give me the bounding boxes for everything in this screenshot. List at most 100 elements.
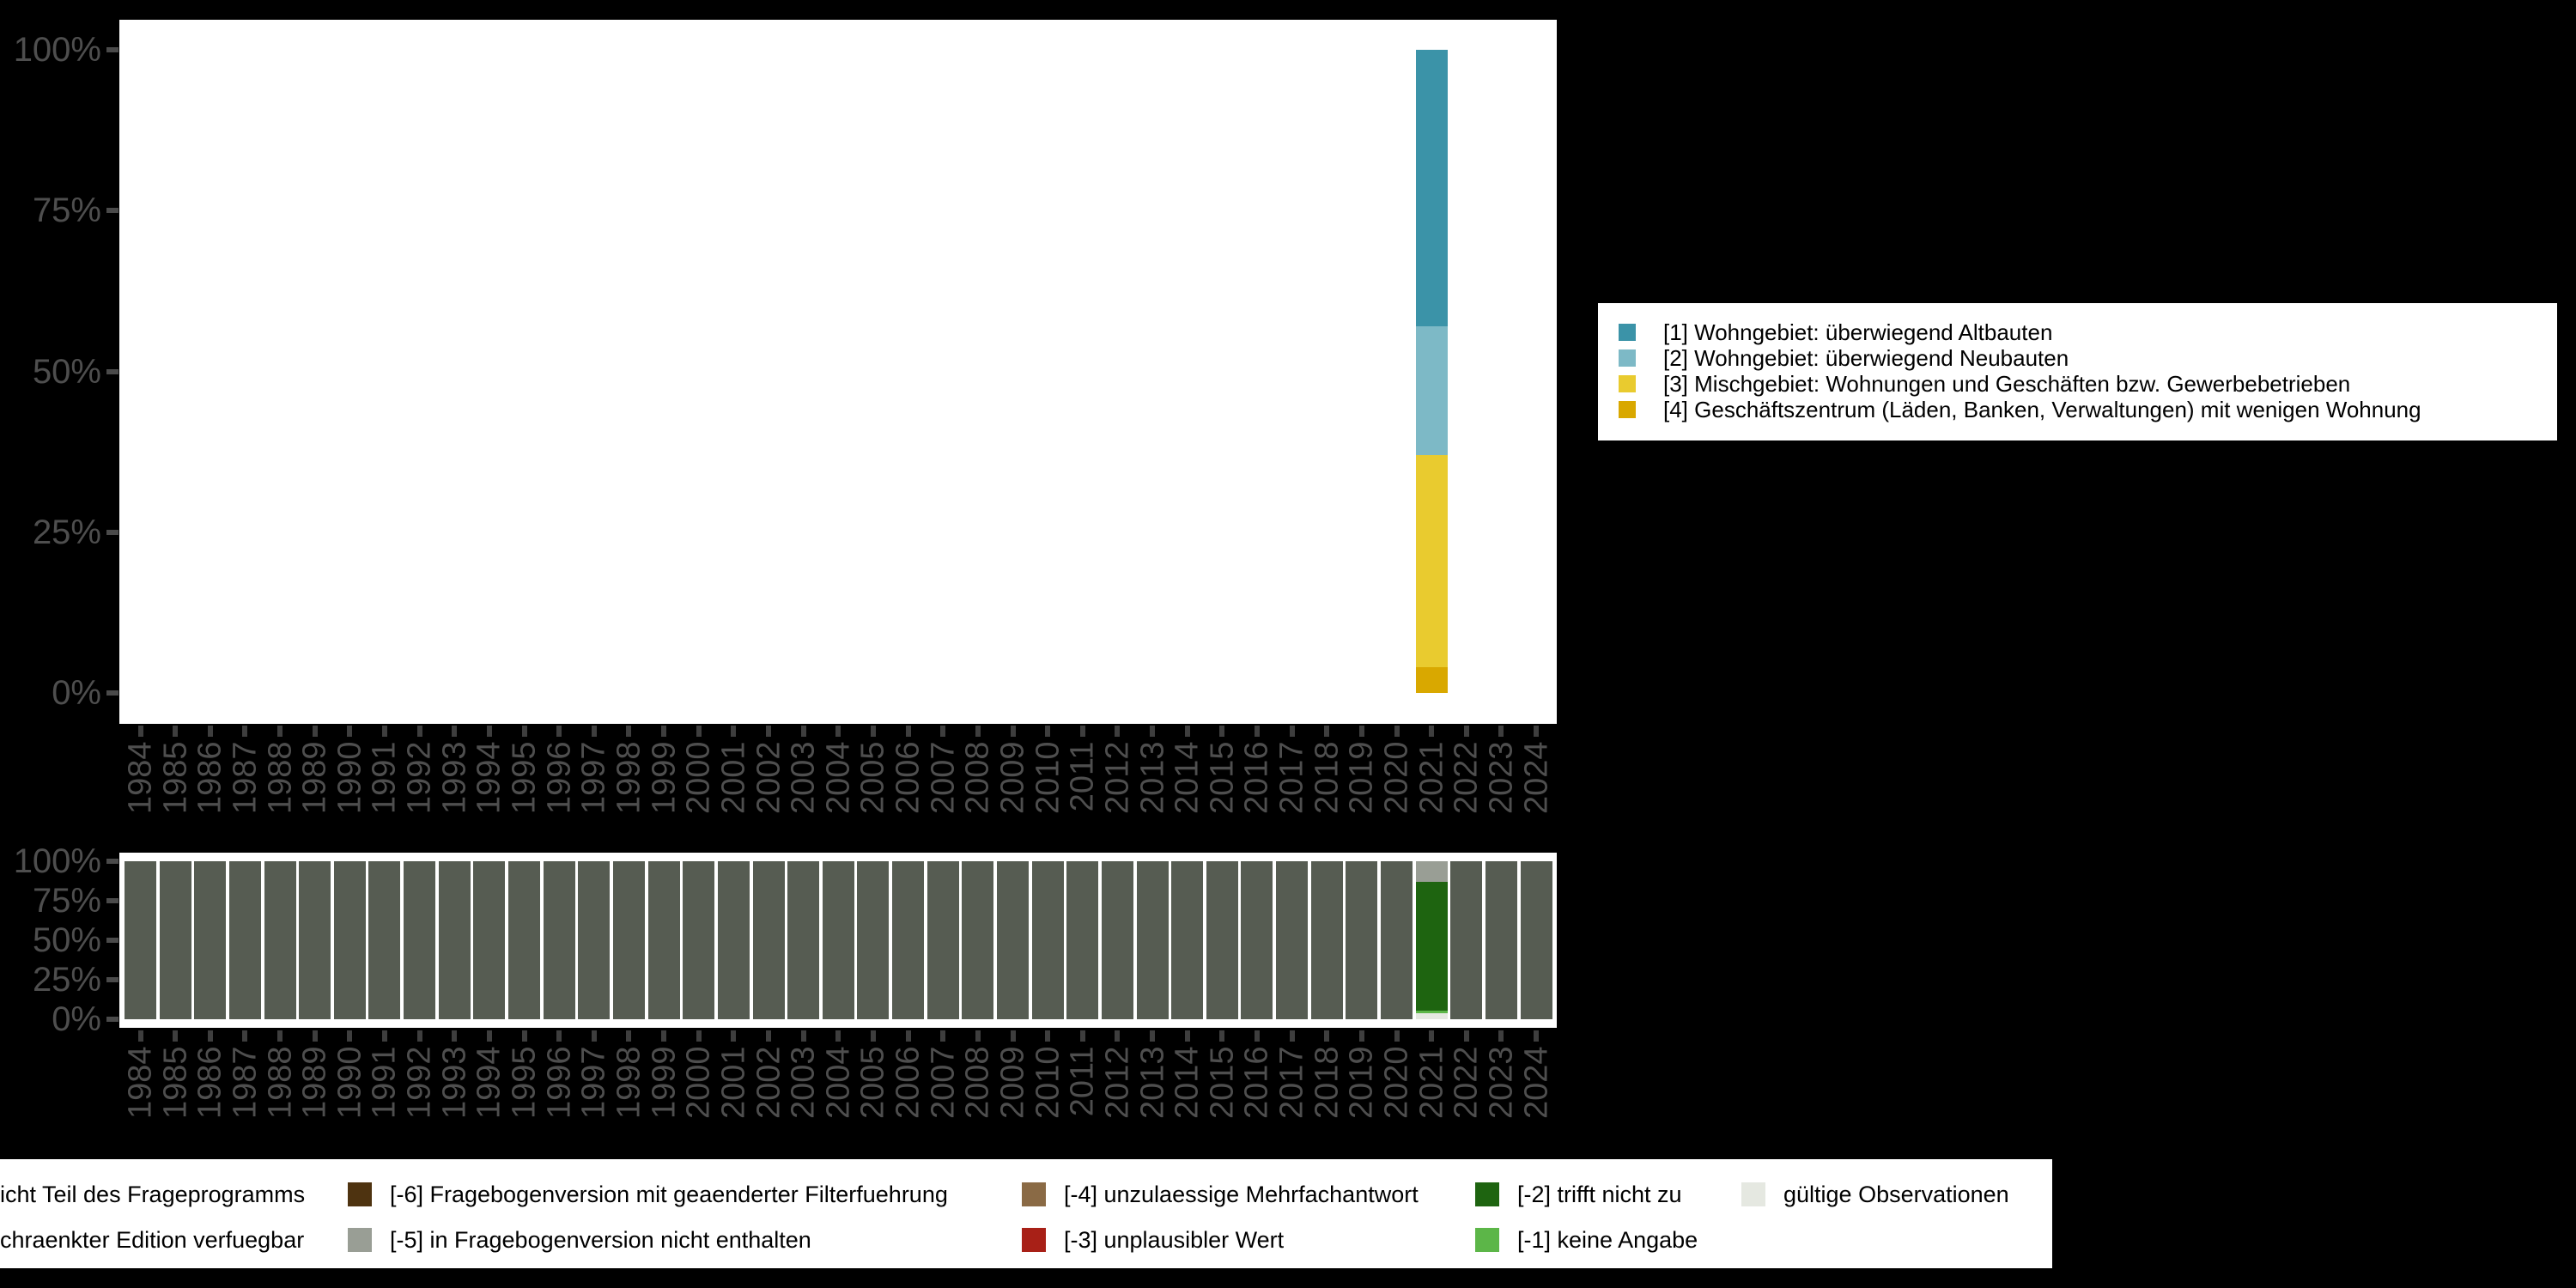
x-axis-tick <box>1534 1030 1540 1042</box>
x-axis-tick <box>1463 726 1469 737</box>
x-axis-year-label: 2008 <box>959 1046 996 1119</box>
y-axis-tick <box>106 938 118 943</box>
x-axis-year-label: 2002 <box>750 741 787 814</box>
x-axis-tick <box>1429 726 1435 737</box>
legend-item-label: [4] Geschäftszentrum (Läden, Banken, Ver… <box>1663 397 2421 422</box>
y-axis-tick <box>106 529 118 535</box>
x-axis-tick <box>347 726 353 737</box>
x-axis-tick <box>1115 726 1121 737</box>
bar-segment <box>1415 861 1448 882</box>
x-axis-tick <box>277 1030 283 1042</box>
y-axis-tick <box>106 368 118 374</box>
bar-segment <box>1415 454 1448 668</box>
x-axis-year-label: 1995 <box>506 1046 543 1119</box>
x-axis-year-label: 2010 <box>1030 1046 1066 1119</box>
x-axis-tick <box>1394 726 1400 737</box>
bar-segment <box>1310 861 1343 1019</box>
x-axis-tick <box>626 726 632 737</box>
bar-segment <box>927 861 959 1019</box>
x-axis-tick <box>905 726 911 737</box>
x-axis-year-label: 2024 <box>1518 1046 1555 1119</box>
x-axis-tick <box>1115 1030 1121 1042</box>
x-axis-tick <box>486 726 492 737</box>
legend-swatch <box>1022 1228 1046 1252</box>
x-axis-tick <box>696 726 702 737</box>
y-axis-percent-label: 75% <box>32 882 101 920</box>
x-axis-year-label: 2012 <box>1099 1046 1136 1119</box>
x-axis-year-label: 1998 <box>611 741 647 814</box>
x-axis-year-label: 1985 <box>157 741 194 814</box>
x-axis-tick <box>975 1030 981 1042</box>
x-axis-tick <box>696 1030 702 1042</box>
category-legend: [1] Wohngebiet: überwiegend Altbauten [2]… <box>1598 303 2557 440</box>
legend-item-label: [3] Mischgebiet: Wohnungen und Geschäfte… <box>1663 371 2351 397</box>
x-axis-tick <box>1254 1030 1260 1042</box>
x-axis-tick <box>835 726 841 737</box>
x-axis-year-label: 2015 <box>1204 1046 1241 1119</box>
x-axis-tick <box>1324 1030 1330 1042</box>
x-axis-year-label: 1987 <box>227 1046 264 1119</box>
top-chart-plot <box>119 20 1557 724</box>
y-axis-percent-label: 25% <box>32 961 101 999</box>
x-axis-year-label: 2010 <box>1030 741 1066 814</box>
x-axis-tick <box>556 726 562 737</box>
legend-swatch <box>1619 324 1636 341</box>
x-axis-year-label: 1984 <box>122 1046 159 1119</box>
x-axis-year-label: 2008 <box>959 741 996 814</box>
legend-item-label: gültige Observationen <box>1783 1182 2009 1207</box>
bar-segment <box>752 861 785 1019</box>
bar-segment <box>962 861 994 1019</box>
bar-segment <box>717 861 750 1019</box>
x-axis-tick <box>452 726 458 737</box>
bar-segment <box>857 861 890 1019</box>
x-axis-tick <box>1010 726 1016 737</box>
x-axis-year-label: 2019 <box>1343 1046 1380 1119</box>
x-axis-tick <box>1184 1030 1190 1042</box>
x-axis-tick <box>766 726 772 737</box>
x-axis-year-label: 1998 <box>611 1046 647 1119</box>
x-axis-year-label: 2003 <box>785 741 822 814</box>
x-axis-year-label: 2005 <box>854 741 891 814</box>
x-axis-year-label: 2009 <box>994 741 1031 814</box>
y-axis-tick <box>106 690 118 696</box>
x-axis-year-label: 2020 <box>1378 1046 1415 1119</box>
x-axis-year-label: 2003 <box>785 1046 822 1119</box>
x-axis-year-label: 2016 <box>1238 1046 1275 1119</box>
x-axis-year-label: 1986 <box>191 1046 228 1119</box>
legend-item-label: [-4] unzulaessige Mehrfachantwort <box>1064 1182 1419 1207</box>
x-axis-year-label: 2024 <box>1518 741 1555 814</box>
x-axis-year-label: 2002 <box>750 1046 787 1119</box>
x-axis-year-label: 2006 <box>890 741 927 814</box>
x-axis-year-label: 2005 <box>854 1046 891 1119</box>
x-axis-year-label: 1991 <box>366 1046 403 1119</box>
x-axis-tick <box>766 1030 772 1042</box>
legend-swatch <box>1741 1182 1765 1206</box>
x-axis-tick <box>1254 726 1260 737</box>
bar-segment <box>1171 861 1204 1019</box>
x-axis-tick <box>416 1030 422 1042</box>
legend-swatch <box>348 1228 372 1252</box>
bar-segment <box>404 861 436 1019</box>
x-axis-tick <box>591 726 597 737</box>
bar-segment <box>1031 861 1064 1019</box>
legend-swatch <box>1475 1182 1499 1206</box>
bottom-chart-plot <box>119 853 1557 1028</box>
x-axis-tick <box>242 726 248 737</box>
x-axis-tick <box>1498 726 1504 737</box>
x-axis-tick <box>731 1030 737 1042</box>
x-axis-tick <box>207 1030 213 1042</box>
bar-segment <box>1381 861 1413 1019</box>
x-axis-year-label: 1988 <box>262 741 299 814</box>
x-axis-year-label: 1996 <box>541 741 578 814</box>
x-axis-year-label: 1990 <box>331 1046 368 1119</box>
x-axis-tick <box>416 726 422 737</box>
x-axis-year-label: 2017 <box>1273 741 1310 814</box>
bar-segment <box>612 861 645 1019</box>
y-axis-percent-label: 75% <box>32 191 101 230</box>
x-axis-tick <box>137 1030 143 1042</box>
bar-segment <box>508 861 541 1019</box>
x-axis-tick <box>277 726 283 737</box>
x-axis-year-label: 1985 <box>157 1046 194 1119</box>
x-axis-tick <box>381 1030 387 1042</box>
